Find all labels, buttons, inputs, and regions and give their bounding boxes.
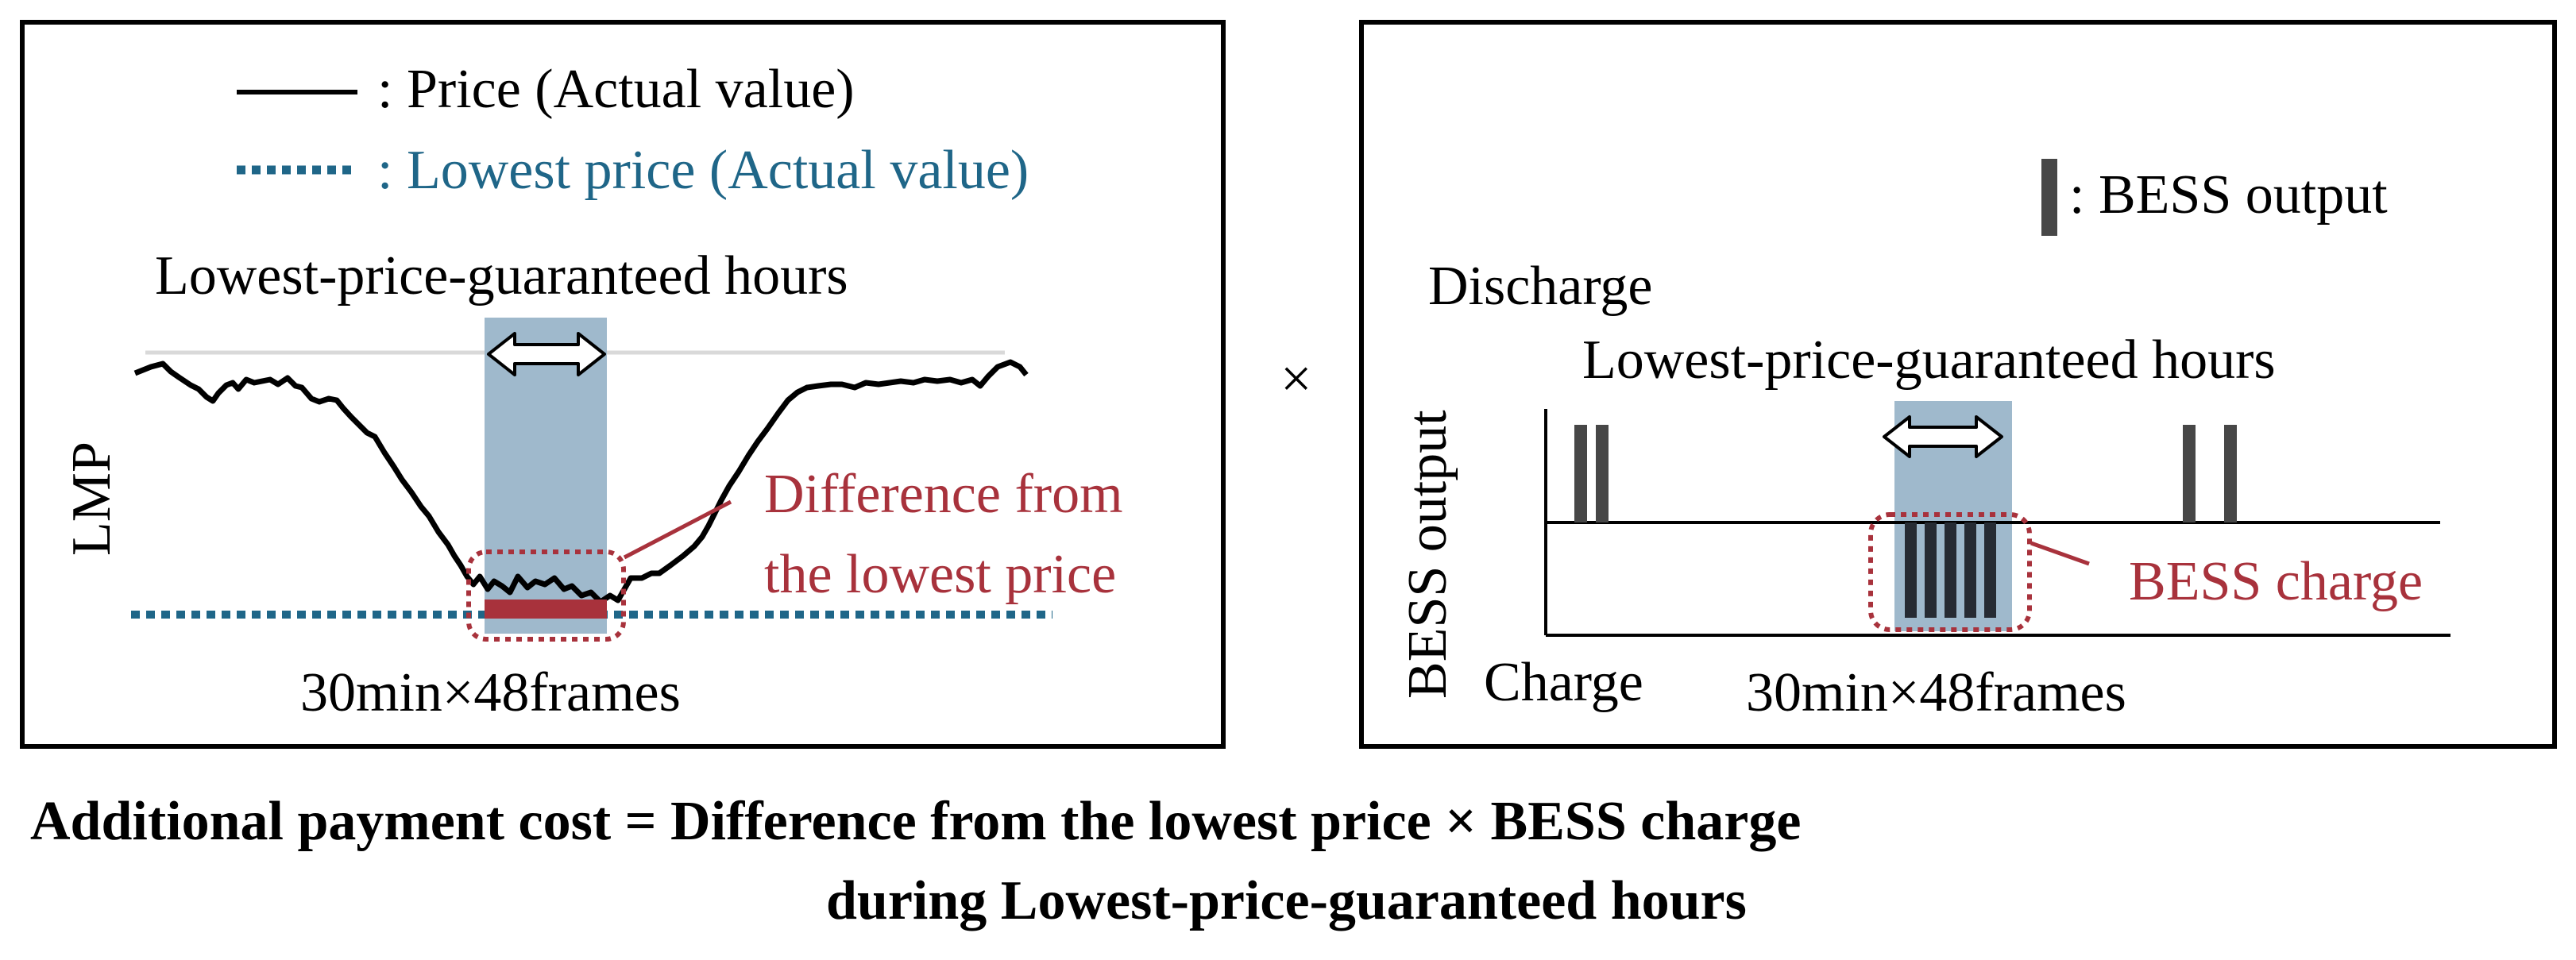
legend-price-label: : Price (Actual value) (377, 59, 855, 120)
left-double-arrow (487, 332, 606, 376)
bess-charge-leader (2030, 541, 2090, 566)
left-xlabel: 30min×48frames (300, 662, 681, 723)
multiply-operator: × (1280, 349, 1311, 410)
discharge-bar (2224, 425, 2237, 522)
charge-bar (1905, 522, 1917, 618)
left-guaranteed-label: Lowest-price-guaranteed hours (155, 245, 848, 307)
difference-leader (623, 499, 732, 560)
right-double-arrow (1883, 415, 2003, 458)
discharge-bar (1574, 425, 1587, 522)
difference-bar (485, 600, 607, 619)
legend-lowest-label: : Lowest price (Actual value) (377, 140, 1029, 201)
price-curve (133, 359, 1029, 605)
right-ylabel: BESS output (1397, 410, 1458, 699)
bess-charge-label: BESS charge (2129, 551, 2423, 612)
discharge-bars (1574, 425, 2237, 522)
right-panel-frame (1359, 20, 2557, 749)
caption-line1: Additional payment cost = Difference fro… (30, 791, 1802, 852)
left-ylabel: LMP (61, 441, 122, 556)
charge-bar (1945, 522, 1956, 618)
right-xlabel: 30min×48frames (1746, 662, 2126, 723)
charge-bar (1964, 522, 1976, 618)
charge-bars (1905, 522, 1996, 618)
legend-bess-label: : BESS output (2069, 164, 2388, 226)
charge-label: Charge (1484, 652, 1643, 713)
charge-bar (1984, 522, 1996, 618)
bess-charge-box (1868, 512, 2032, 632)
difference-label-line1: Difference from (764, 464, 1123, 525)
difference-label-line2: the lowest price (764, 544, 1116, 605)
right-guaranteed-label: Lowest-price-guaranteed hours (1582, 330, 2276, 391)
left-panel-frame (20, 20, 1226, 749)
legend-bess-swatch (2041, 159, 2057, 236)
discharge-bar (1596, 425, 1609, 522)
discharge-label: Discharge (1428, 256, 1653, 317)
caption-line2: during Lowest-price-guaranteed hours (826, 870, 1747, 931)
charge-bar (1925, 522, 1937, 618)
difference-box (466, 549, 626, 642)
discharge-bar (2183, 425, 2196, 522)
